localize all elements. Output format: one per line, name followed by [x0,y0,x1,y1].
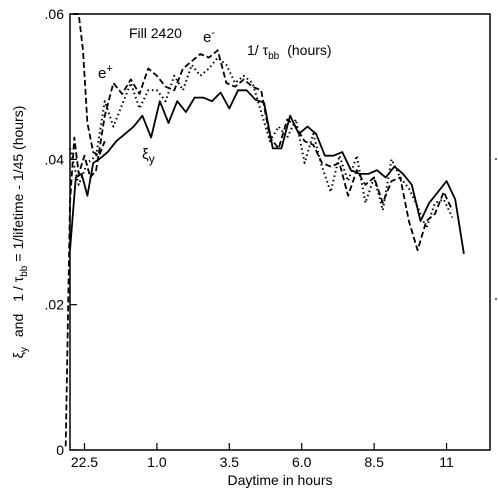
series-line-tau-bb [69,56,454,230]
e-minus-annotation: e- [203,27,215,46]
x-tick-label-2: 3.5 [220,454,240,470]
series-line-xi-y [69,89,465,254]
y-title-tau-sub: bb [19,265,30,277]
tick-layer: 22.5 1.0 3.5 6.0 8.5 11 0 .02 .04 .06 [45,6,454,470]
y-title-xi: ξ [10,352,26,358]
y-tick-label-0: 0 [56,442,64,458]
tau-units: (hours) [287,42,331,58]
x-tick-label-0: 22.5 [71,454,98,470]
e-plus-annotation: e+ [98,63,113,82]
tau-sub: bb [268,51,280,62]
tau-base: 1/ τ [247,42,269,58]
x-tick-label-3: 6.0 [292,454,312,470]
x-tick-label-1: 1.0 [147,454,167,470]
e-plus-base: e [98,65,106,82]
xi-base: ξ [142,146,149,163]
x-tick-label-5: 11 [439,454,454,470]
x-tick-label-4: 8.5 [364,454,384,470]
y-tick-label-3: .06 [45,6,65,22]
y-title-tau: 1 / τ [10,276,26,301]
e-minus-sup: - [211,27,215,39]
xi-sub: y [149,152,155,166]
y-title-xi-sub: y [19,347,30,352]
plot-frame [69,13,491,451]
y-tick-label-2: .04 [45,151,65,167]
xi-annotation: ξy [142,146,155,166]
series-line-e-minus [64,49,454,447]
fill-annotation: Fill 2420 [129,25,182,41]
tau-annotation: 1/ τbb (hours) [247,42,332,62]
y-tick-label-1: .02 [45,297,65,313]
y-title-and: and [10,314,26,337]
series-line-e-plus [72,13,106,157]
y-axis-title: ξy and 1 / τbb = 1/lifetime - 1/45 (hours) [10,106,30,359]
e-minus-base: e [203,29,211,46]
y-title-rest: = 1/lifetime - 1/45 (hours) [10,106,26,262]
e-plus-sup: + [106,63,112,75]
x-axis-title: Daytime in hours [227,472,332,488]
series-layer [64,13,465,447]
